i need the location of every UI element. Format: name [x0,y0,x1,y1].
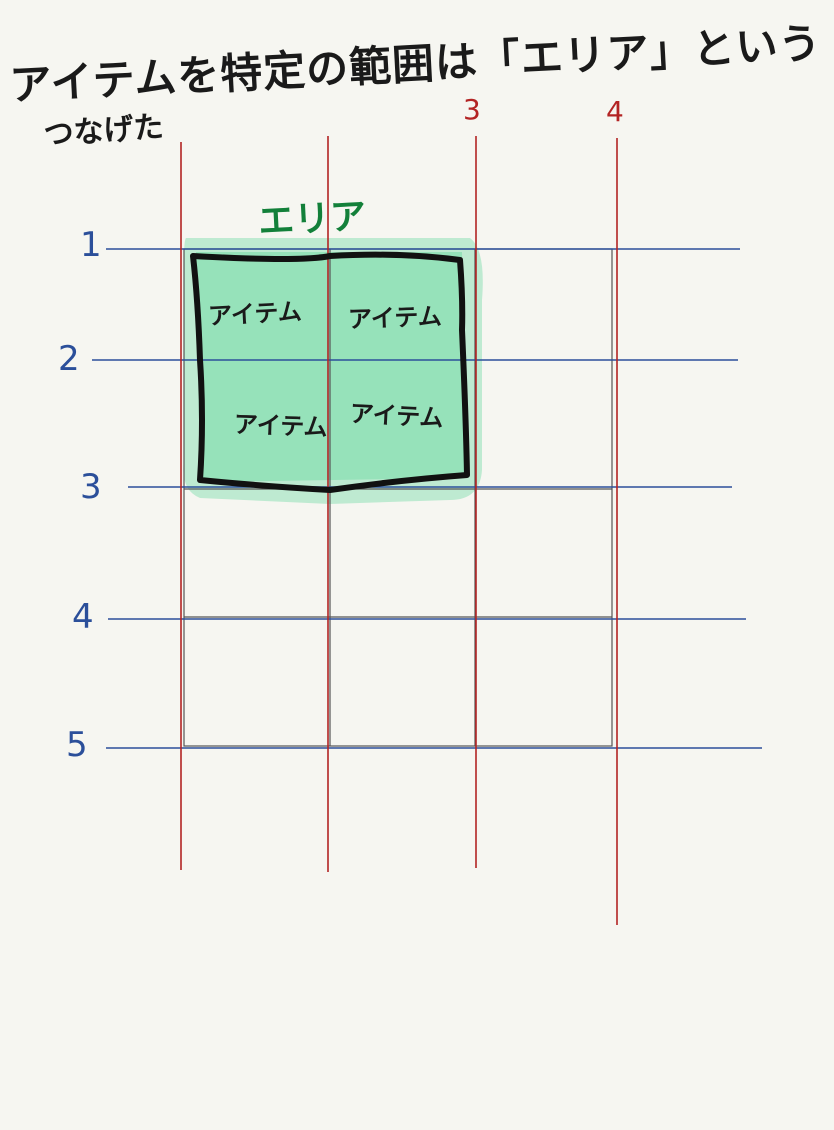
item-label-bottom-right: アイテム [349,399,445,433]
area-label: エリア [257,196,368,243]
row-label-5: 5 [66,725,88,765]
row-label-2: 2 [58,339,80,379]
area-fill [196,252,466,482]
row-label-3: 3 [80,467,102,507]
row-label-1: 1 [80,225,102,265]
column-label-4: 4 [606,95,624,128]
area-border [190,251,470,493]
item-label-bottom-left: アイテム [233,410,328,442]
title-line-2: つなげた [42,109,165,153]
row-lines [92,248,762,749]
item-label-top-left: アイテム [207,297,303,331]
row-label-4: 4 [72,597,94,637]
item-label-top-right: アイテム [347,302,443,334]
column-label-3: 3 [463,93,481,126]
